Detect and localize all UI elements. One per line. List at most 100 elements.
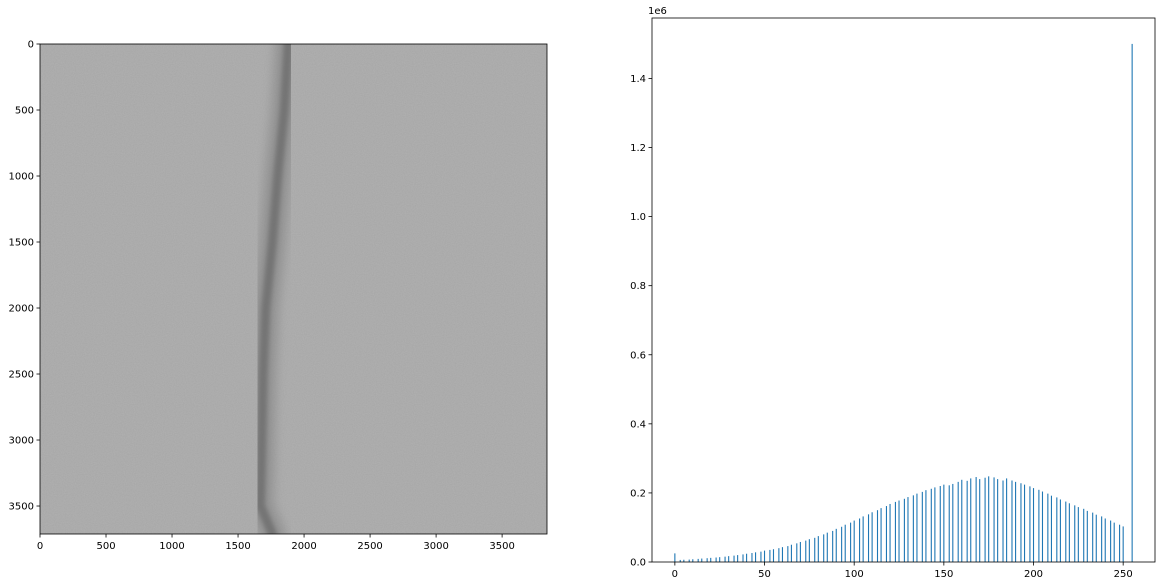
histogram-bar: [993, 477, 995, 562]
histogram-bar: [706, 558, 708, 562]
histogram-bar: [715, 557, 717, 562]
dark-streak: [255, 44, 293, 534]
image-y-tick-label: 2500: [9, 370, 34, 381]
histogram-bar: [1131, 43, 1133, 562]
histogram-bar: [1122, 526, 1124, 562]
histogram-bar: [1077, 507, 1079, 562]
histogram-bar: [1011, 480, 1013, 562]
histogram-scale-label: 1e6: [648, 6, 667, 17]
histogram-bar: [943, 484, 945, 562]
histogram-bar: [835, 528, 837, 562]
histogram-bar: [772, 549, 775, 562]
histogram-x-axis: 0 50 100 150 200 250: [672, 562, 1133, 580]
histogram-bar: [688, 559, 690, 562]
histogram-bar: [683, 559, 685, 562]
histogram-y-axis: 0.0 0.2 0.4 0.6 0.8 1.0 1.2 1.4: [630, 74, 652, 569]
histogram-bar: [1119, 524, 1121, 562]
histogram-y-tick-label: 0.4: [630, 419, 646, 430]
histogram-bar: [692, 559, 694, 562]
histogram-bar: [1065, 501, 1067, 562]
histogram-bar: [769, 549, 771, 562]
histogram-bar: [742, 554, 744, 562]
histogram-bar: [961, 479, 963, 562]
histogram-bar: [841, 526, 843, 562]
histogram-bar: [894, 501, 896, 562]
histogram-bar: [796, 543, 798, 562]
image-x-tick-label: 500: [96, 541, 115, 552]
image-x-tick-label: 2500: [357, 541, 382, 552]
histogram-bar: [1041, 491, 1044, 562]
histogram-bar: [710, 557, 712, 562]
histogram-bar: [832, 530, 834, 562]
histogram-bar: [880, 508, 882, 562]
histogram-x-tick-label: 50: [758, 569, 771, 580]
histogram-bar: [1110, 520, 1112, 562]
histogram-bar: [728, 556, 730, 562]
histogram-y-tick-label: 0.2: [630, 488, 646, 499]
histogram-bar: [925, 490, 927, 562]
histogram-bar: [930, 488, 932, 562]
histogram-bar: [844, 524, 846, 562]
histogram-bar: [988, 476, 990, 562]
histogram-bar: [790, 544, 792, 562]
histogram-bar: [912, 495, 914, 562]
histogram-bar: [778, 548, 780, 562]
histogram-bar: [898, 500, 900, 562]
histogram-bar: [679, 559, 681, 562]
histogram-x-tick-label: 0: [672, 569, 678, 580]
histogram-bar: [1074, 505, 1076, 562]
histogram-bar: [1032, 488, 1035, 562]
histogram-bar: [1002, 480, 1004, 562]
histogram-bar: [1056, 497, 1058, 562]
histogram-bar: [853, 520, 855, 562]
histogram-y-tick-label: 1.2: [630, 143, 646, 154]
histogram-bars: [674, 43, 1133, 562]
histogram-bar: [808, 539, 810, 562]
histogram-y-tick-label: 1.0: [630, 212, 646, 223]
histogram-bar: [751, 553, 753, 562]
histogram-bar: [1101, 516, 1103, 562]
histogram-bar: [799, 541, 801, 562]
histogram-bar: [781, 547, 784, 562]
histogram-bar: [952, 483, 954, 562]
histogram-bar: [903, 498, 905, 562]
histogram-bar: [1020, 483, 1022, 562]
histogram-y-tick-label: 0.8: [630, 281, 646, 292]
histogram-bar: [697, 558, 699, 562]
histogram-bar: [934, 487, 936, 562]
histogram-bar: [850, 522, 852, 562]
histogram-bar: [1083, 508, 1085, 562]
histogram-bar: [1050, 495, 1052, 562]
histogram-bar: [1092, 512, 1094, 562]
histogram-bar: [1086, 510, 1088, 562]
histogram-bar: [737, 555, 739, 562]
histogram-bar: [876, 510, 879, 562]
image-y-axis: 0 500 1000 1500 2000 2500 3000 3500: [9, 40, 40, 513]
image-x-tick-label: 1500: [225, 541, 250, 552]
histogram-bar: [746, 553, 748, 562]
histogram-bar: [1038, 489, 1040, 562]
histogram-x-tick-label: 200: [1024, 569, 1043, 580]
histogram-bar: [719, 557, 721, 562]
histogram-bar: [979, 479, 981, 562]
image-y-tick-label: 0: [28, 40, 34, 51]
histogram-bar: [1095, 514, 1097, 562]
histogram-bar: [1015, 481, 1017, 562]
image-x-tick-label: 3000: [423, 541, 448, 552]
histogram-bar: [871, 512, 873, 562]
histogram-bar: [787, 546, 789, 562]
histogram-y-tick-label: 1.4: [630, 74, 646, 85]
histogram-bar: [1068, 503, 1070, 562]
histogram-bar: [760, 551, 762, 562]
histogram-bar: [823, 534, 825, 562]
histogram-bar: [814, 537, 816, 562]
image-frame: [39, 43, 548, 535]
histogram-bar: [970, 478, 972, 562]
histogram-bar: [948, 485, 950, 562]
histogram-bar: [889, 503, 891, 562]
histogram-bar: [733, 555, 735, 562]
image-x-tick-label: 3500: [489, 541, 514, 552]
image-y-tick-label: 1500: [9, 238, 34, 249]
histogram-bar: [916, 493, 918, 562]
histogram-bar: [997, 479, 999, 562]
